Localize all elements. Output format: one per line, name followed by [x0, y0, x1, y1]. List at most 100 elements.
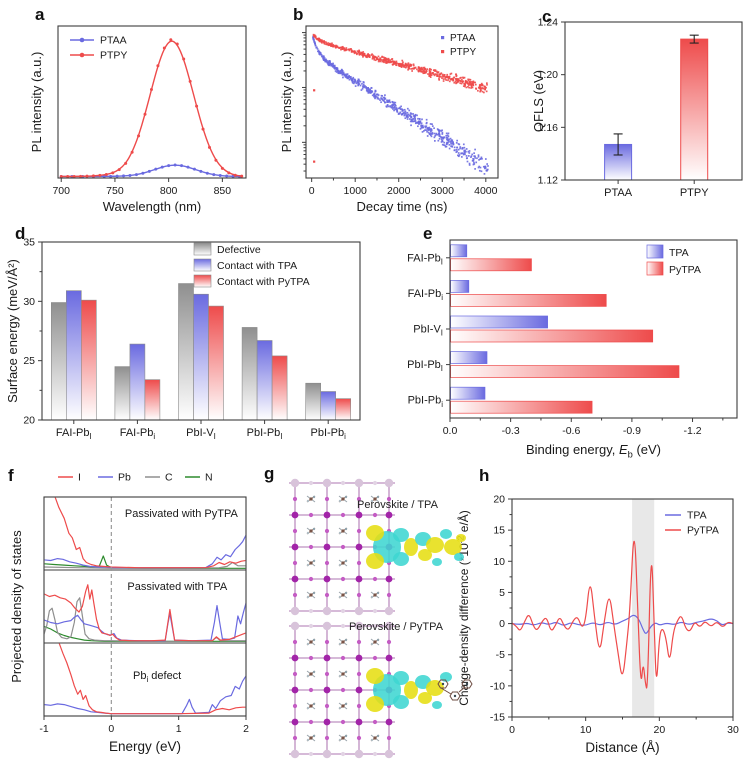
rect-shape — [321, 55, 324, 58]
polygon-shape — [449, 691, 461, 701]
panel-g-structures: Perovskite / TPA Perovskite / PyTPA — [283, 463, 475, 761]
circle-shape — [143, 112, 147, 116]
x-tick-label: 0 — [108, 723, 114, 735]
rect-shape — [452, 79, 454, 82]
rect-shape — [386, 61, 388, 63]
y-tick-label: 25 — [23, 355, 35, 367]
rect-shape — [418, 66, 421, 69]
tspan-shape: (eV) — [633, 442, 661, 457]
rect-shape — [426, 130, 428, 133]
lattice-atom — [355, 654, 363, 662]
rect-shape — [353, 82, 355, 85]
circle-shape — [309, 497, 313, 501]
rect-shape — [441, 143, 444, 146]
rect-shape — [330, 64, 333, 67]
circle-shape — [173, 163, 177, 167]
rect-shape — [342, 76, 344, 79]
legend-label: TPA — [687, 510, 707, 522]
circle-shape — [344, 527, 348, 531]
circle-shape — [340, 719, 346, 725]
legend-label: Pb — [118, 472, 131, 484]
tspan-shape: Projected density of states — [9, 530, 24, 683]
rect-shape — [419, 128, 422, 130]
tspan-shape: PbI-V — [413, 324, 441, 336]
rect-shape — [383, 58, 385, 61]
fa-cation — [338, 495, 348, 503]
rect-shape — [480, 87, 483, 90]
rect-shape — [357, 81, 360, 84]
rect-shape — [399, 62, 402, 65]
rect-shape — [441, 140, 444, 143]
rect-shape — [450, 141, 452, 144]
fa-cation — [306, 591, 316, 599]
circle-shape — [341, 593, 345, 597]
tspan-shape: 1.24 — [538, 17, 559, 29]
rect-shape — [381, 95, 384, 97]
rect-shape — [478, 158, 480, 161]
rect-shape — [387, 61, 389, 64]
circle-shape — [370, 642, 374, 646]
rect-shape — [384, 94, 386, 97]
rect-shape — [407, 116, 409, 118]
rect-shape — [436, 133, 439, 136]
rect-shape — [376, 93, 379, 96]
y-tick-label: 0 — [499, 618, 505, 630]
rect-shape — [449, 73, 452, 75]
circle-shape — [128, 173, 132, 177]
rect-shape — [312, 38, 315, 41]
rect-shape — [438, 79, 441, 81]
rect-shape — [401, 110, 404, 112]
rect-shape — [425, 125, 428, 128]
legend-label: TPA — [669, 247, 689, 259]
rect-shape — [332, 45, 334, 47]
circle-shape — [130, 150, 134, 154]
rect-shape — [322, 56, 325, 59]
rect-shape — [411, 70, 413, 72]
y-tick-label: 5 — [499, 587, 505, 599]
lattice-atom — [385, 718, 393, 726]
rect-shape — [353, 78, 356, 81]
bar-PyTPA-FAI-Pb — [450, 294, 607, 307]
rect-shape — [478, 165, 481, 168]
rect-shape — [316, 38, 319, 41]
rect-shape — [456, 150, 458, 153]
rect-shape — [326, 43, 328, 45]
tspan-shape: b — [628, 450, 633, 460]
rect-shape — [345, 75, 347, 77]
rect-shape — [466, 160, 469, 163]
rect-shape — [385, 59, 388, 61]
lattice-atom — [291, 543, 299, 551]
fa-cation — [370, 734, 380, 742]
circle-shape — [341, 529, 345, 533]
rect-shape — [425, 70, 428, 72]
rect-shape — [344, 75, 347, 78]
tspan-shape: 1.16 — [538, 122, 559, 134]
rect-shape — [430, 74, 433, 77]
rect-shape — [385, 105, 388, 108]
legend-label: PTPY — [450, 47, 476, 58]
circle-shape — [441, 682, 445, 686]
legend-label: I — [78, 472, 81, 484]
rect-shape — [361, 87, 364, 90]
x-tick-label: 1000 — [344, 185, 368, 197]
rect-shape — [314, 36, 317, 39]
rect-shape — [362, 85, 364, 88]
rect-shape — [417, 69, 420, 72]
circle-shape — [292, 639, 298, 645]
rect-shape — [398, 107, 401, 110]
rect-shape — [341, 48, 343, 50]
rect-shape — [344, 49, 347, 52]
rect-shape — [464, 79, 467, 82]
rect-shape — [386, 104, 389, 106]
rect-shape — [479, 89, 482, 92]
dos-subpanel-0 — [44, 497, 246, 569]
line-shape — [440, 687, 452, 695]
rect-shape — [433, 132, 436, 135]
rect-shape — [451, 77, 454, 80]
tspan-shape: 0 — [309, 185, 315, 197]
tspan-shape: -0.6 — [562, 425, 580, 437]
rect-shape — [393, 103, 396, 105]
lattice-atom — [291, 511, 299, 519]
charge-isosurface-blob — [418, 549, 432, 561]
rect-shape — [422, 66, 425, 69]
